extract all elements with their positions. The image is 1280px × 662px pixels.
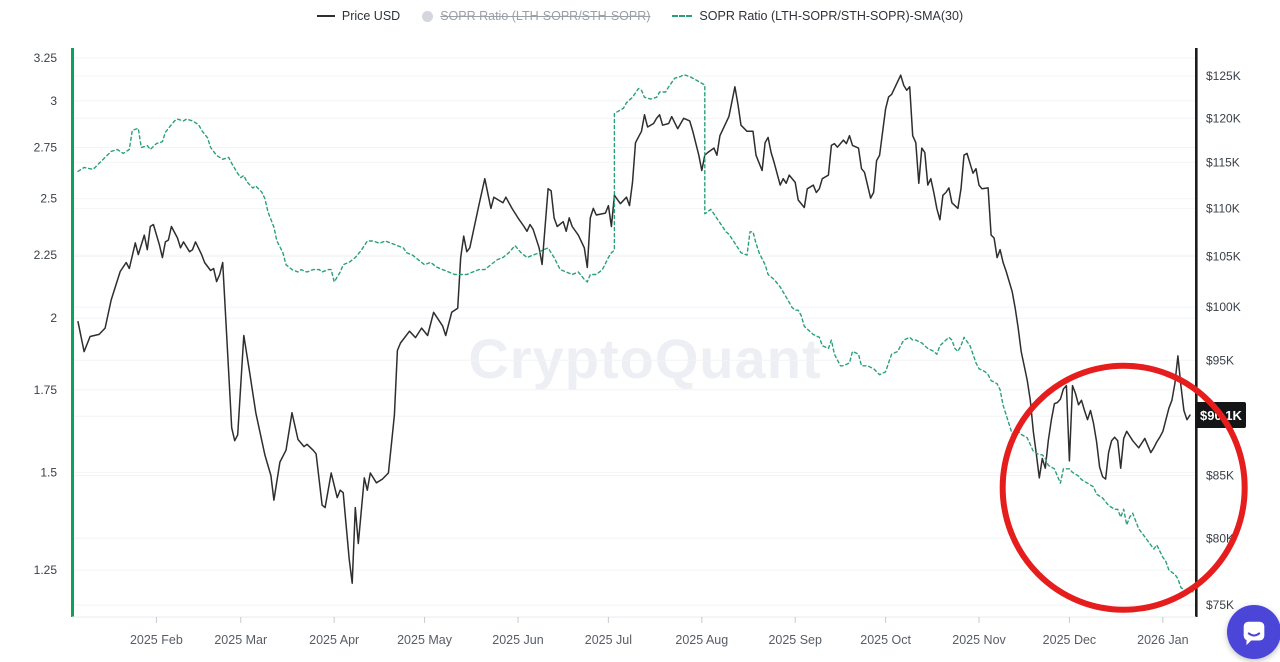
svg-text:2025 Nov: 2025 Nov [952,633,1006,647]
sma-dashed-line-marker-icon [672,15,693,17]
svg-text:$80K: $80K [1206,531,1234,545]
svg-text:2026 Jan: 2026 Jan [1137,633,1188,647]
chart-legend: Price USD SOPR Ratio (LTH-SOPR/STH-SOPR)… [0,9,1280,23]
legend-item-sopr-sma[interactable]: SOPR Ratio (LTH-SOPR/STH-SOPR)-SMA(30) [672,9,963,23]
svg-text:2025 Apr: 2025 Apr [309,633,359,647]
svg-text:2025 Jul: 2025 Jul [585,633,632,647]
svg-text:1.25: 1.25 [34,563,58,577]
chat-widget-button[interactable] [1227,605,1280,659]
svg-text:$115K: $115K [1206,155,1240,169]
svg-text:2025 May: 2025 May [397,633,453,647]
legend-label: Price USD [341,9,401,23]
left-axis-ticks: 3.25 3 2.75 2.5 2.25 2 1.75 1.5 1.25 [34,51,58,577]
svg-text:$120K: $120K [1206,111,1241,125]
svg-text:$110K: $110K [1206,201,1240,215]
svg-text:2025 Feb: 2025 Feb [130,633,183,647]
left-axis-bar [71,48,74,617]
svg-text:1.5: 1.5 [40,465,57,479]
x-axis-ticks: 2025 Feb 2025 Mar 2025 Apr 2025 May 2025 Jun… [130,617,1189,647]
svg-text:2.5: 2.5 [40,192,57,206]
legend-label: SOPR Ratio (LTH-SOPR/STH-SOPR)-SMA(30) [699,9,964,23]
right-axis-bar [1195,48,1198,617]
svg-text:$105K: $105K [1206,250,1241,264]
svg-text:$95K: $95K [1206,353,1234,367]
svg-text:2025 Aug: 2025 Aug [675,633,728,647]
svg-text:1.75: 1.75 [34,383,58,397]
svg-text:2: 2 [50,311,57,325]
legend-item-sopr-ratio[interactable]: SOPR Ratio (LTH-SOPR/STH-SOPR) [422,9,650,23]
gridlines [72,57,1196,606]
svg-text:2025 Mar: 2025 Mar [214,633,267,647]
svg-text:$75K: $75K [1206,598,1234,612]
svg-text:2025 Sep: 2025 Sep [768,633,822,647]
svg-text:2025 Jun: 2025 Jun [492,633,543,647]
svg-text:2.25: 2.25 [34,248,58,262]
svg-text:$100K: $100K [1206,300,1241,314]
chat-bubble-smile-icon [1243,621,1265,646]
svg-text:3.25: 3.25 [34,51,58,65]
last-price-badge: $90.1K [1195,402,1246,429]
legend-item-price-usd[interactable]: Price USD [316,9,401,23]
svg-text:2025 Oct: 2025 Oct [860,633,911,647]
legend-label: SOPR Ratio (LTH-SOPR/STH-SOPR) [440,9,651,23]
svg-text:3: 3 [50,94,57,108]
price-line-marker-icon [316,15,335,17]
right-axis-ticks: $125K $120K $115K $110K $105K $100K $95K $85K $8… [1206,69,1241,612]
svg-text:2025 Dec: 2025 Dec [1043,633,1097,647]
disabled-series-circle-icon [422,10,434,22]
svg-text:$125K: $125K [1206,69,1241,83]
svg-text:$85K: $85K [1206,468,1234,482]
cryptoquant-watermark: CryptoQuant [468,327,822,390]
svg-text:2.75: 2.75 [34,141,58,155]
series-price-usd [77,74,1191,584]
